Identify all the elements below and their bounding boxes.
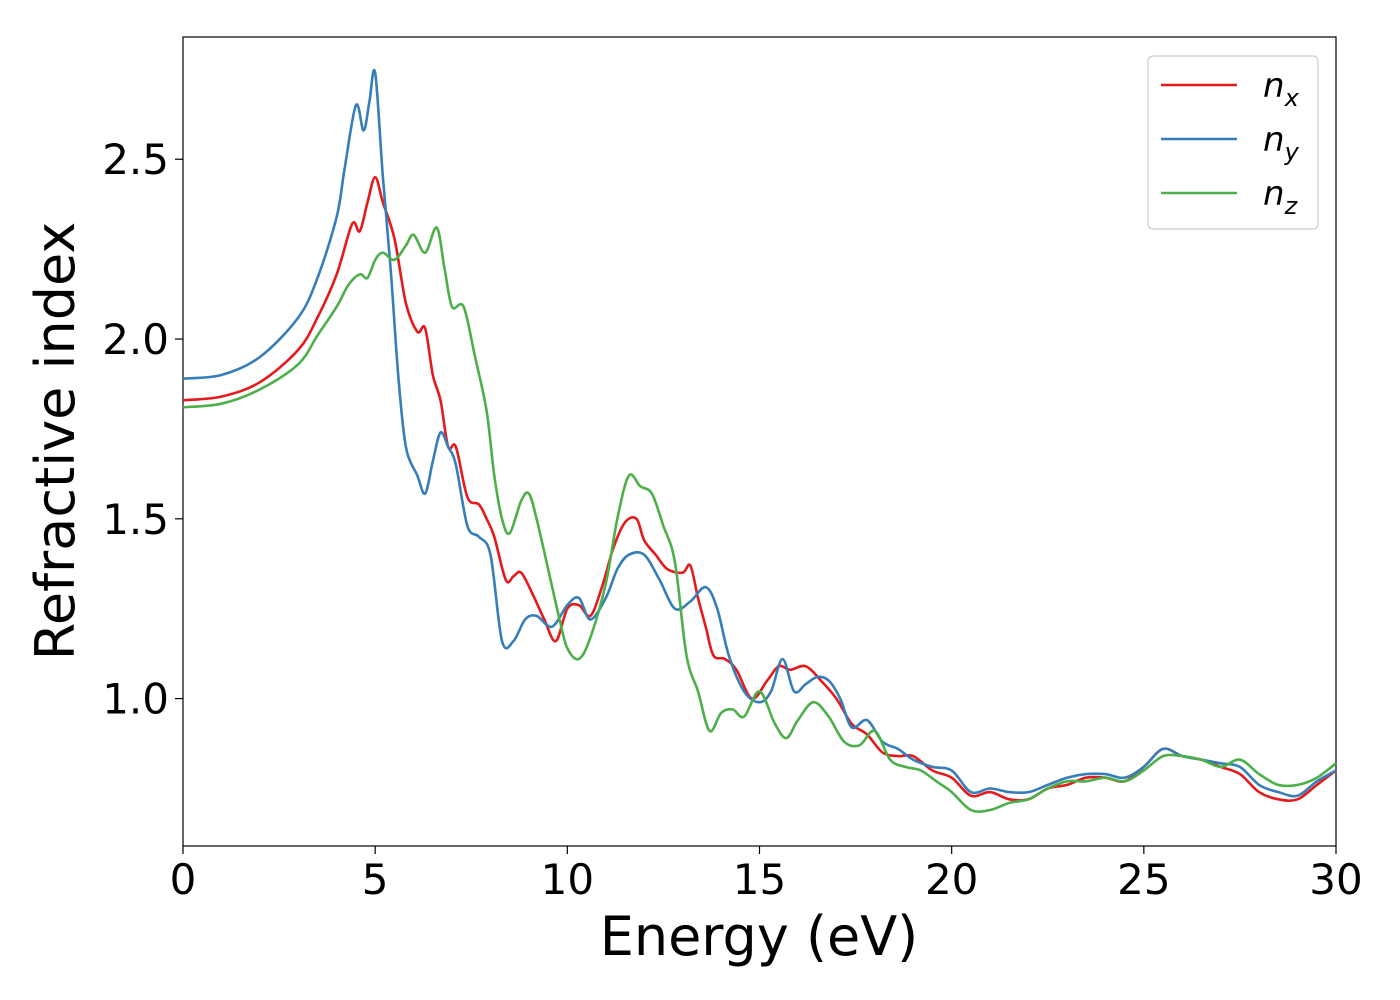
x-tick-label: 10 bbox=[541, 855, 594, 904]
legend-items: nx ny nz bbox=[1161, 66, 1300, 220]
y-tick-label: 1.5 bbox=[102, 495, 169, 544]
y-axis-ticks: 1.0 1.5 2.0 2.5 bbox=[102, 135, 183, 724]
x-axis-ticks: 0 5 10 15 20 25 30 bbox=[170, 846, 1363, 904]
series-line-n-x bbox=[182, 175, 1337, 802]
legend-label-n-x: nx bbox=[1263, 66, 1300, 112]
x-tick-label: 5 bbox=[362, 855, 389, 904]
series-line-n-y bbox=[182, 68, 1337, 798]
x-tick-label: 0 bbox=[170, 855, 197, 904]
y-tick-label: 2.0 bbox=[102, 315, 169, 364]
legend: nx ny nz bbox=[1147, 55, 1319, 230]
x-tick-label: 25 bbox=[1117, 855, 1170, 904]
y-tick-label: 1.0 bbox=[102, 675, 169, 724]
legend-label-n-z: nz bbox=[1263, 174, 1299, 220]
x-tick-label: 15 bbox=[733, 855, 786, 904]
plot-area bbox=[182, 36, 1337, 847]
x-axis-label: Energy (eV) bbox=[600, 905, 919, 968]
legend-box bbox=[1147, 55, 1319, 230]
x-tick-label: 30 bbox=[1309, 855, 1362, 904]
series-layer bbox=[182, 68, 1337, 813]
legend-label-n-y: ny bbox=[1263, 120, 1300, 166]
y-axis-label: Refractive index bbox=[24, 222, 87, 661]
series-line-n-z bbox=[182, 226, 1337, 813]
x-tick-label: 20 bbox=[925, 855, 978, 904]
y-tick-label: 2.5 bbox=[102, 135, 169, 184]
